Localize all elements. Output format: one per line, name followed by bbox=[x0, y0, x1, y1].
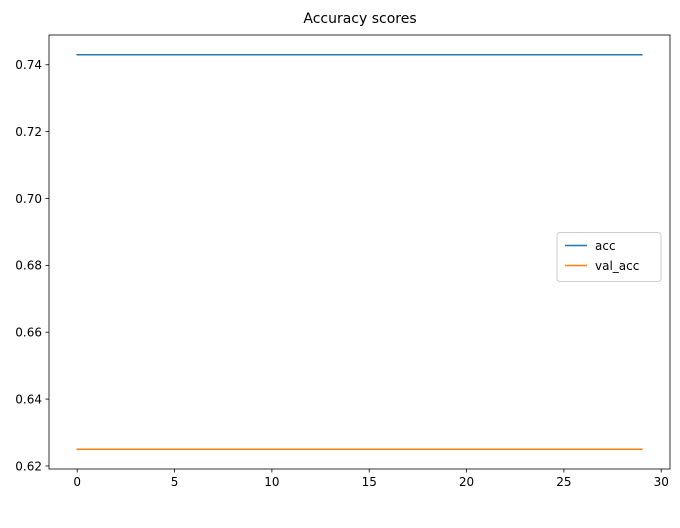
plot-frame bbox=[48, 34, 671, 470]
x-tick-label: 0 bbox=[73, 475, 81, 489]
series-layer bbox=[76, 53, 643, 450]
y-tick-label: 0.64 bbox=[15, 392, 42, 406]
y-axis: 0.62 0.64 0.66 0.68 0.70 0.72 0.74 bbox=[15, 58, 49, 473]
y-tick-label: 0.70 bbox=[15, 192, 42, 206]
x-tick-label: 20 bbox=[459, 475, 474, 489]
x-tick-label: 25 bbox=[556, 475, 571, 489]
x-tick-label: 15 bbox=[362, 475, 377, 489]
x-tick-label: 10 bbox=[264, 475, 279, 489]
y-tick-label: 0.68 bbox=[15, 259, 42, 273]
legend-label: val_acc bbox=[595, 259, 639, 273]
legend: acc val_acc bbox=[556, 232, 662, 282]
x-tick-label: 5 bbox=[171, 475, 179, 489]
x-tick-label: 30 bbox=[654, 475, 669, 489]
plot-area bbox=[48, 34, 671, 470]
y-tick-label: 0.72 bbox=[15, 125, 42, 139]
x-axis: 0 5 10 15 20 25 30 bbox=[73, 469, 669, 489]
y-tick-label: 0.62 bbox=[15, 459, 42, 473]
y-tick-label: 0.74 bbox=[15, 58, 42, 72]
chart-title: Accuracy scores bbox=[303, 11, 416, 27]
legend-label: acc bbox=[595, 239, 616, 253]
y-tick-label: 0.66 bbox=[15, 326, 42, 340]
